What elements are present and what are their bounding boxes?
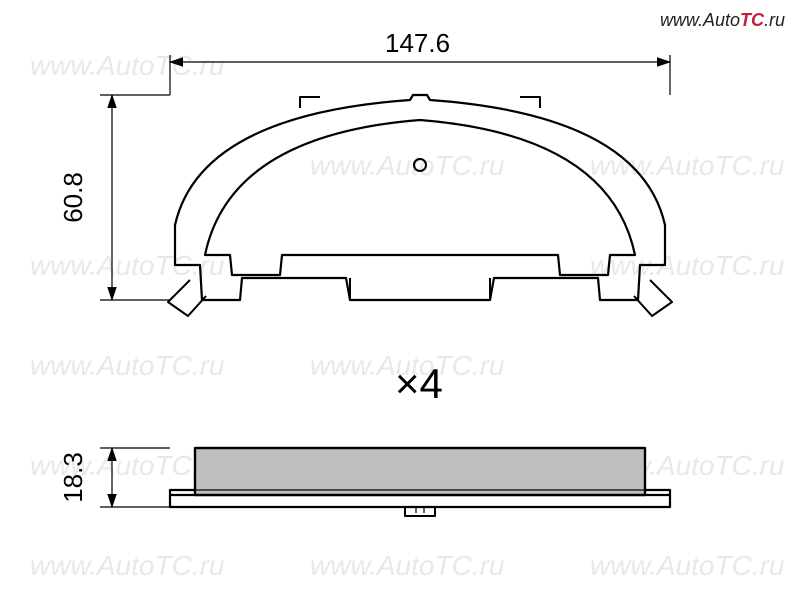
technical-drawing [0, 0, 800, 600]
dim-thickness-label: 18.3 [58, 452, 89, 503]
brake-pad-face-view [168, 95, 672, 316]
quantity-label: ×4 [395, 360, 443, 408]
brake-pad-side-view [170, 448, 670, 516]
dim-width-label: 147.6 [385, 28, 450, 59]
dim-height-label: 60.8 [58, 172, 89, 223]
